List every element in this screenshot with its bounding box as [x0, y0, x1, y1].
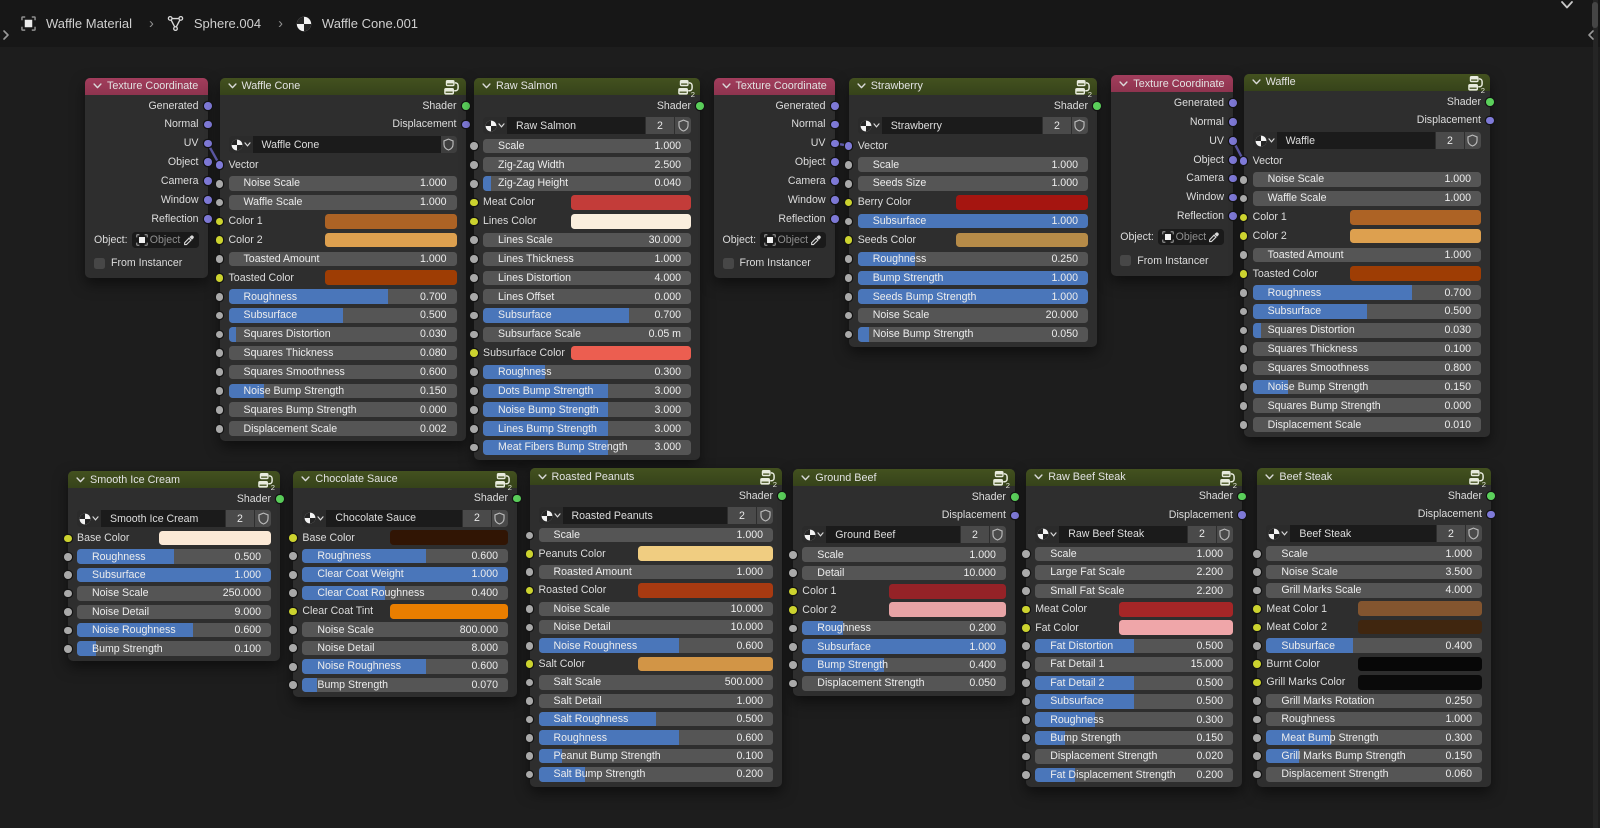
- svg-text:2: 2: [1233, 481, 1237, 490]
- svg-text:2: 2: [691, 90, 695, 99]
- svg-text:2: 2: [508, 483, 512, 492]
- svg-text:2: 2: [1006, 481, 1010, 490]
- svg-text:2: 2: [773, 480, 777, 489]
- svg-text:2: 2: [271, 483, 275, 492]
- svg-text:2: 2: [1481, 86, 1485, 95]
- svg-text:2: 2: [1088, 90, 1092, 99]
- svg-text:2: 2: [1482, 480, 1486, 489]
